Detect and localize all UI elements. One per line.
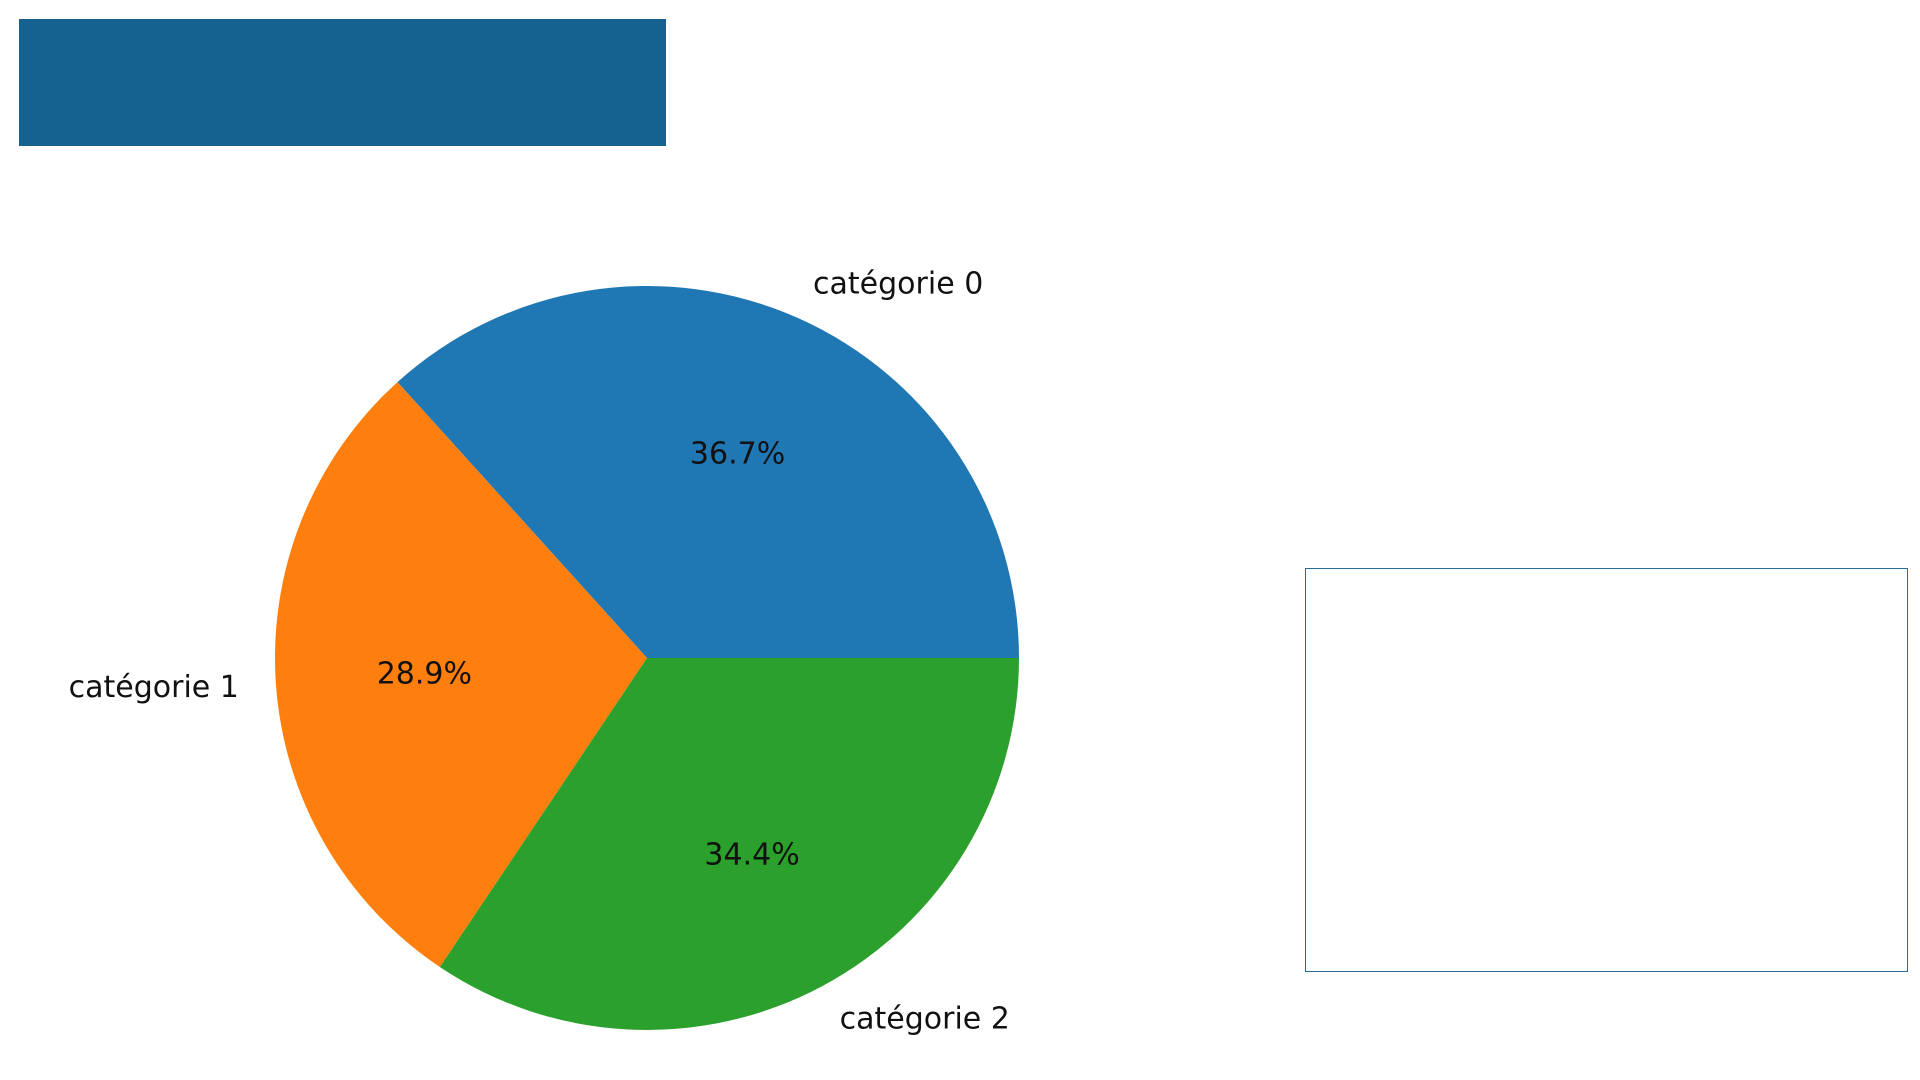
pie-category-label-0: catégorie 0 [813,267,983,302]
pie-slice-2 [439,658,1019,1030]
pie-percent-label-0: 36.7% [690,437,785,472]
pie-percent-label-2: 34.4% [704,837,799,872]
pie-category-label-2: catégorie 2 [840,1002,1010,1037]
pie-category-label-1: catégorie 1 [69,670,239,705]
side-panel [1305,568,1908,972]
pie-slice-1 [275,382,647,967]
pie-slice-0 [397,286,1019,658]
pie-percent-label-1: 28.9% [377,657,472,692]
header-banner [19,19,666,146]
